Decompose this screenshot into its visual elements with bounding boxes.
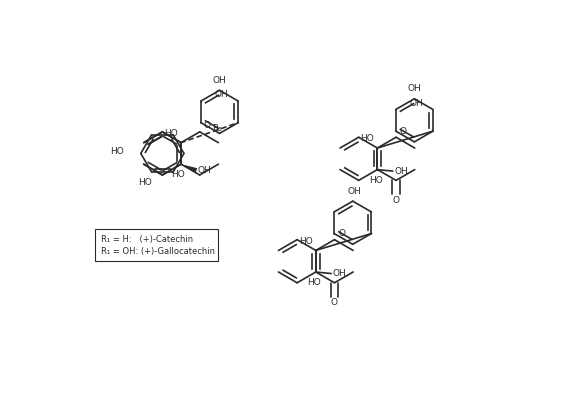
Text: OH: OH xyxy=(212,76,226,85)
Text: HO: HO xyxy=(138,178,152,187)
Text: OH: OH xyxy=(408,84,422,93)
Text: OH: OH xyxy=(333,269,346,278)
Text: O: O xyxy=(204,121,211,130)
Text: HO: HO xyxy=(369,176,383,185)
Text: OH: OH xyxy=(394,167,408,176)
Text: OH: OH xyxy=(409,99,423,108)
Text: R₁ = H:   (+)-Catechin: R₁ = H: (+)-Catechin xyxy=(101,235,193,244)
Text: R₁: R₁ xyxy=(212,124,222,133)
Text: O: O xyxy=(338,229,345,238)
Text: OH: OH xyxy=(198,166,212,175)
Text: O: O xyxy=(393,196,400,205)
Text: OH: OH xyxy=(347,187,361,196)
Text: O: O xyxy=(400,127,407,136)
Text: R₁ = OH: (+)-Gallocatechin: R₁ = OH: (+)-Gallocatechin xyxy=(101,248,215,257)
Text: HO: HO xyxy=(307,278,321,287)
Text: HO: HO xyxy=(361,134,374,143)
Text: HO: HO xyxy=(164,129,178,138)
Text: HO: HO xyxy=(299,237,313,246)
Text: HO: HO xyxy=(171,170,185,179)
Text: OH: OH xyxy=(215,90,229,99)
Polygon shape xyxy=(181,164,197,173)
Text: HO: HO xyxy=(110,147,124,156)
Text: O: O xyxy=(331,298,338,307)
FancyBboxPatch shape xyxy=(96,229,218,261)
